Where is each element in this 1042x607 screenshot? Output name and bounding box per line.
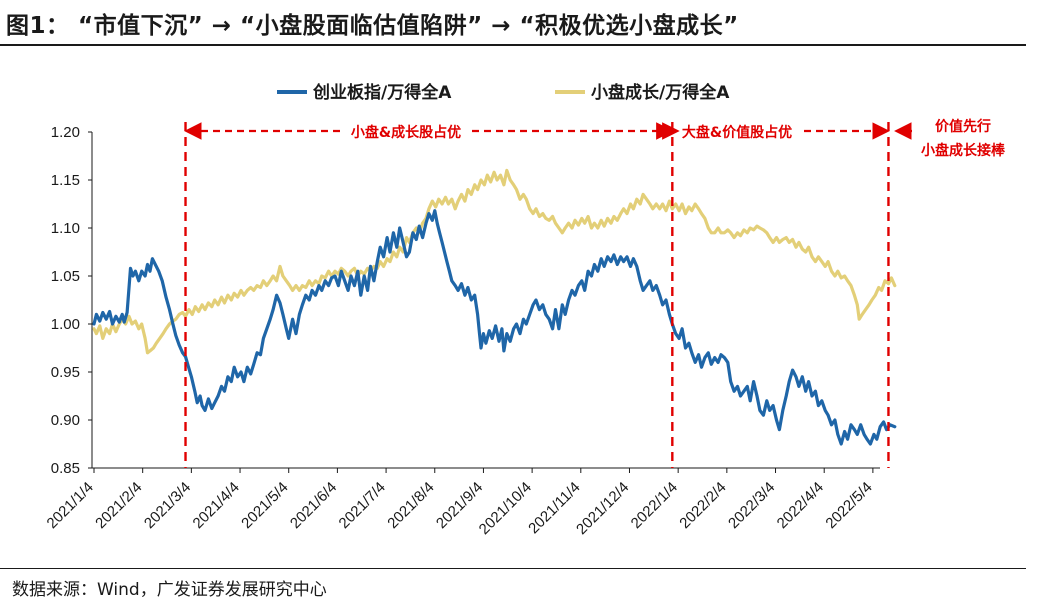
x-tick-label: 2021/2/4 (92, 479, 145, 532)
annotation-layer: 小盘&成长股占优 大盘&价值股占优 价值先行 小盘成长接棒 (184, 118, 1006, 468)
x-tick-label: 2022/3/4 (725, 479, 778, 532)
x-tick-label: 2021/4/4 (190, 479, 243, 532)
y-tick-label: 0.95 (51, 364, 80, 381)
annotation-small-growth: 小盘&成长股占优 (351, 124, 461, 141)
x-tick-label: 2021/7/4 (336, 479, 389, 532)
annotation-value-first: 价值先行 (935, 118, 991, 135)
y-axis-ticks: 0.85 0.90 0.95 1.00 1.05 1.10 1.15 1.20 (51, 124, 92, 477)
annotation-large-value: 大盘&价值股占优 (682, 124, 792, 141)
y-tick-label: 1.05 (51, 268, 80, 285)
series-line-chinext (92, 209, 897, 446)
series-line-small-growth (92, 168, 897, 355)
x-tick-label: 2021/12/4 (573, 479, 632, 538)
x-tick-label: 2021/8/4 (384, 479, 437, 532)
y-tick-label: 1.15 (51, 172, 80, 189)
legend-label-gold: 小盘成长/万得全A (591, 82, 730, 103)
x-tick-label: 2022/4/4 (774, 479, 827, 532)
x-tick-label: 2021/10/4 (476, 479, 535, 538)
title-underline (0, 44, 1026, 46)
x-tick-label: 2022/1/4 (628, 479, 681, 532)
x-tick-label: 2022/2/4 (676, 479, 729, 532)
x-tick-label: 2021/5/4 (238, 479, 291, 532)
y-tick-label: 1.20 (51, 124, 80, 141)
x-tick-label: 2022/5/4 (822, 479, 875, 532)
data-source: 数据来源：Wind，广发证券发展研究中心 (12, 580, 327, 600)
x-tick-label: 2021/6/4 (287, 479, 340, 532)
y-tick-label: 1.00 (51, 316, 80, 333)
x-tick-label: 2021/3/4 (141, 479, 194, 532)
legend: 创业板指/万得全A 小盘成长/万得全A (277, 82, 730, 103)
annotation-small-growth-takeover: 小盘成长接棒 (921, 142, 1006, 159)
footer-rule (0, 568, 1026, 569)
y-tick-label: 0.85 (51, 460, 80, 477)
y-tick-label: 0.90 (51, 412, 80, 429)
x-tick-label: 2021/1/4 (44, 479, 97, 532)
figure-title: 图1： “市值下沉” → “小盘股面临估值陷阱” → “积极优选小盘成长” (6, 13, 739, 39)
x-axis-ticks: 2021/1/42021/2/42021/3/42021/4/42021/5/4… (44, 468, 876, 538)
y-tick-label: 1.10 (51, 220, 80, 237)
legend-label-blue: 创业板指/万得全A (312, 82, 452, 103)
series-group (92, 168, 897, 446)
